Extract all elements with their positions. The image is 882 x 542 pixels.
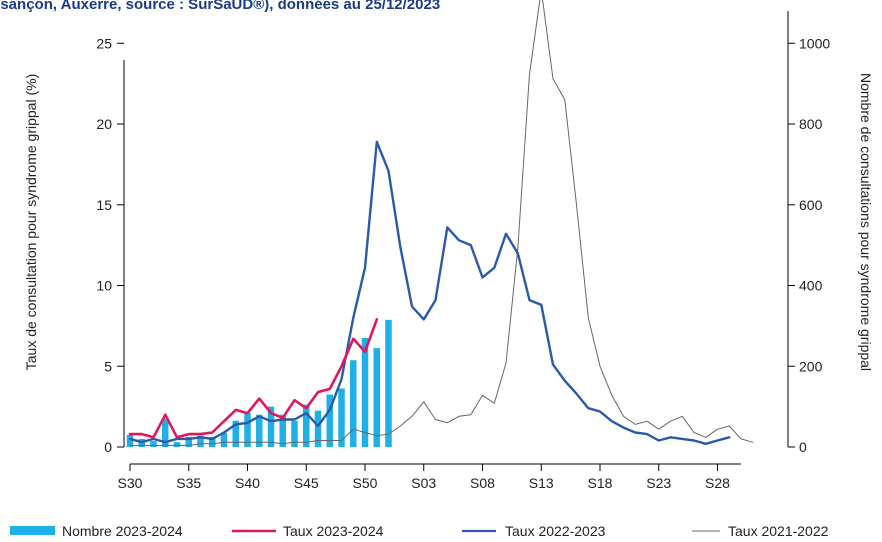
x-tick-label: S30 — [118, 475, 143, 491]
bar-nombre-2023-2024 — [350, 360, 357, 447]
x-tick-label: S45 — [294, 475, 319, 491]
y-tick-label-left: 5 — [104, 358, 112, 374]
x-tick-label: S08 — [470, 475, 495, 491]
legend-label: Taux 2023-2024 — [283, 523, 384, 539]
line-taux-2023-2024 — [128, 318, 379, 439]
bar-nombre-2023-2024 — [314, 410, 322, 447]
bar-nombre-2023-2024 — [185, 436, 192, 447]
y-tick-label-right: 600 — [799, 197, 823, 213]
bar-nombre-2023-2024 — [267, 406, 275, 447]
x-tick-label: S50 — [353, 475, 378, 491]
bar-nombre-2023-2024 — [361, 338, 369, 447]
legend-label: Taux 2021-2022 — [728, 523, 829, 539]
y-tick-label-left: 15 — [96, 197, 112, 213]
x-tick-label: S13 — [529, 475, 554, 491]
y-tick-label-right: 800 — [799, 116, 823, 132]
bar-nombre-2023-2024 — [162, 418, 169, 447]
x-tick-label: S18 — [588, 475, 613, 491]
y-tick-label-left: 10 — [96, 278, 112, 294]
bar-nombre-2023-2024 — [373, 348, 380, 447]
legend-label: Nombre 2023-2024 — [62, 523, 183, 539]
bar-nombre-2023-2024 — [244, 412, 251, 447]
bar-nombre-2023-2024 — [173, 442, 181, 447]
y-axis-label-left: Taux de consultation pour syndrome gripp… — [23, 74, 39, 371]
y-tick-label-right: 1000 — [799, 35, 830, 51]
bar-nombre-2023-2024 — [303, 404, 310, 447]
bar-nombre-2023-2024 — [385, 319, 392, 447]
series-lines — [128, 0, 754, 446]
bar-nombre-2023-2024 — [291, 420, 298, 447]
y-tick-label-right: 200 — [799, 358, 823, 374]
legend-swatch-bar — [10, 526, 55, 535]
bar-nombre-2023-2024 — [209, 436, 216, 447]
bars-nombre-2023-2024 — [126, 319, 392, 447]
bar-nombre-2023-2024 — [256, 414, 263, 447]
y-tick-label-left: 25 — [96, 35, 112, 51]
legend: Nombre 2023-2024 Taux 2023-2024 Taux 2022-… — [10, 523, 829, 539]
x-tick-label: S35 — [176, 475, 201, 491]
axes: 0 5 10 15 20 25 0 200 400 600 800 1000 S30 S35 S40 S45 S… — [96, 11, 830, 491]
y-tick-label-right: 400 — [799, 278, 823, 294]
chart-title: esançon, Auxerre, source : SurSaUD®), do… — [0, 0, 440, 13]
x-tick-label: S03 — [411, 475, 436, 491]
x-tick-label: S40 — [235, 475, 260, 491]
y-tick-label-left: 20 — [96, 116, 112, 132]
y-axis-label-right: Nombre de consultations pour syndrome gr… — [858, 73, 874, 371]
y-tick-label-right: 0 — [799, 439, 807, 455]
bar-nombre-2023-2024 — [326, 394, 333, 447]
bar-nombre-2023-2024 — [150, 440, 157, 447]
line-taux-2021-2022 — [129, 0, 754, 446]
bar-nombre-2023-2024 — [279, 414, 286, 447]
bar-nombre-2023-2024 — [338, 388, 345, 447]
bar-nombre-2023-2024 — [232, 420, 239, 447]
y-tick-label-left: 0 — [104, 439, 112, 455]
x-tick-label: S28 — [705, 475, 730, 491]
bar-nombre-2023-2024 — [197, 435, 204, 447]
line-taux-2022-2023 — [128, 140, 731, 445]
legend-label: Taux 2022-2023 — [505, 523, 606, 539]
bar-nombre-2023-2024 — [220, 432, 228, 447]
bar-nombre-2023-2024 — [126, 434, 134, 447]
x-tick-label: S23 — [646, 475, 671, 491]
